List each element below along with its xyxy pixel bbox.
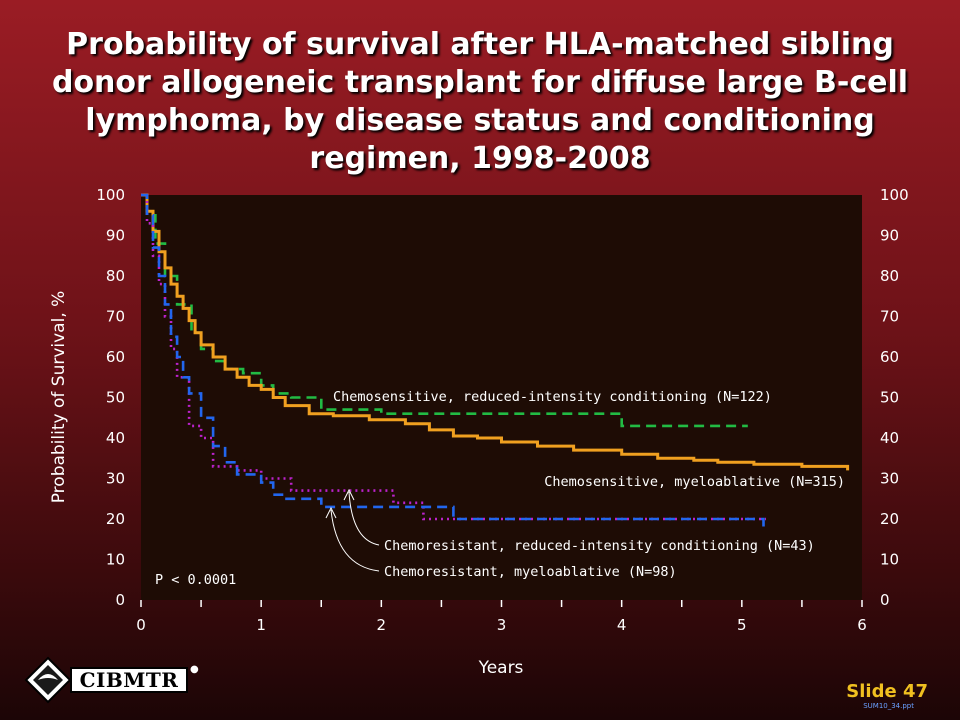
y-tick-label-left: 60 [106, 348, 125, 366]
p-value-annotation: P < 0.0001 [155, 572, 236, 588]
x-axis-title: Years [478, 658, 524, 678]
label-chemosensitive-mac: Chemosensitive, myeloablative (N=315) [544, 474, 845, 490]
x-tick-label: 1 [256, 616, 266, 634]
series-line-3 [141, 193, 765, 528]
x-tick-label: 4 [617, 616, 627, 634]
y-tick-label-left: 100 [96, 186, 125, 204]
cibmtr-logo-icon [24, 656, 72, 704]
y-tick-label-left: 80 [106, 267, 125, 285]
y-tick-label-right: 90 [880, 227, 899, 245]
y-tick-label-right: 40 [880, 429, 899, 447]
series-line-1 [141, 193, 850, 471]
x-tick-label: 6 [857, 616, 867, 634]
file-code: SUM10_34.ppt [863, 702, 914, 710]
x-tick-label: 5 [737, 616, 747, 634]
pointer-arrow-chemoresistant-mac [325, 506, 380, 572]
y-tick-label-right: 10 [880, 551, 899, 569]
y-tick-label-right: 60 [880, 348, 899, 366]
y-tick-label-right: 0 [880, 591, 890, 609]
x-tick-label: 3 [497, 616, 507, 634]
y-tick-label-left: 10 [106, 551, 125, 569]
y-axis-title: Probability of Survival, % [49, 291, 69, 504]
y-tick-label-right: 100 [880, 186, 909, 204]
y-tick-label-right: 30 [880, 470, 899, 488]
y-tick-label-right: 20 [880, 510, 899, 528]
y-tick-label-left: 40 [106, 429, 125, 447]
y-tick-label-right: 80 [880, 267, 899, 285]
y-tick-label-left: 30 [106, 470, 125, 488]
label-chemosensitive-ric: Chemosensitive, reduced-intensity condit… [333, 389, 772, 405]
slide-number: Slide 47 [846, 681, 928, 702]
cibmtr-logo-text: CIBMTR [70, 667, 188, 693]
y-tick-label-left: 0 [115, 591, 125, 609]
y-tick-label-left: 70 [106, 308, 125, 326]
plot-area [141, 195, 862, 600]
label-chemoresistant-ric: Chemoresistant, reduced-intensity condit… [384, 538, 815, 554]
y-tick-label-left: 20 [106, 510, 125, 528]
y-tick-label-right: 50 [880, 389, 899, 407]
x-tick-label: 2 [377, 616, 387, 634]
y-tick-label-left: 90 [106, 227, 125, 245]
y-tick-label-right: 70 [880, 308, 899, 326]
pointer-arrow-chemoresistant-ric [343, 488, 380, 546]
label-chemoresistant-mac: Chemoresistant, myeloablative (N=98) [384, 564, 677, 580]
slide-title: Probability of survival after HLA-matche… [51, 27, 909, 176]
y-tick-label-left: 50 [106, 389, 125, 407]
registered-mark-icon: ● [190, 664, 199, 675]
x-tick-label: 0 [136, 616, 146, 634]
